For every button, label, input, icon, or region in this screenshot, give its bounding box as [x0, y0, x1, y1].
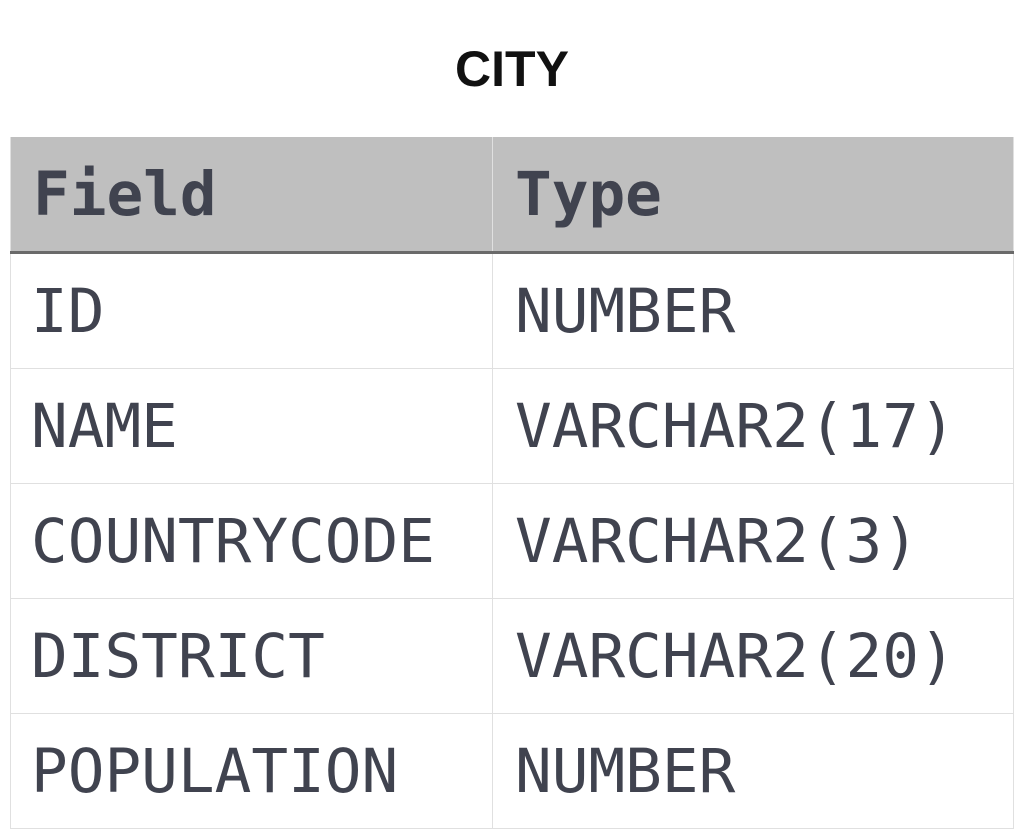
table-row: NAME VARCHAR2(17) — [10, 368, 1014, 484]
table-row: POPULATION NUMBER — [10, 713, 1014, 829]
column-header-field: Field — [10, 137, 493, 254]
field-cell: ID — [10, 252, 493, 369]
type-cell: NUMBER — [492, 252, 1014, 369]
table-row: DISTRICT VARCHAR2(20) — [10, 598, 1014, 714]
header-row: Field Type — [10, 137, 1014, 254]
column-header-type: Type — [492, 137, 1014, 254]
schema-table: Field Type ID NUMBER NAME VARCHAR2(17) C… — [10, 137, 1014, 829]
table-title: CITY — [455, 41, 569, 97]
table-row: COUNTRYCODE VARCHAR2(3) — [10, 483, 1014, 599]
field-cell: COUNTRYCODE — [10, 483, 493, 599]
table-row: ID NUMBER — [10, 252, 1014, 369]
type-cell: NUMBER — [492, 713, 1014, 829]
type-cell: VARCHAR2(17) — [492, 368, 1014, 484]
type-cell: VARCHAR2(20) — [492, 598, 1014, 714]
type-cell: VARCHAR2(3) — [492, 483, 1014, 599]
field-cell: POPULATION — [10, 713, 493, 829]
field-cell: NAME — [10, 368, 493, 484]
field-cell: DISTRICT — [10, 598, 493, 714]
